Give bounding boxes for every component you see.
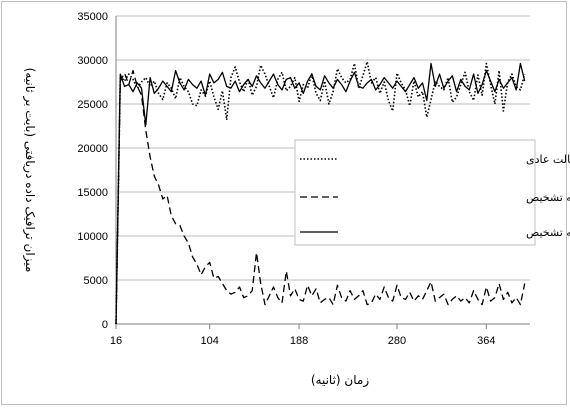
series-lines bbox=[115, 60, 526, 325]
legend-label-3: شبکه تحت حمله در حضور سامانه تشخیص bbox=[526, 226, 570, 239]
y-tick-label: 20000 bbox=[77, 143, 108, 155]
series-line-3 bbox=[115, 62, 526, 325]
x-tick-label: 280 bbox=[388, 335, 406, 347]
x-tick-label: 364 bbox=[477, 335, 495, 347]
y-tick-label: 10000 bbox=[77, 231, 108, 243]
legend-box bbox=[294, 139, 536, 246]
series-line-2 bbox=[115, 69, 526, 325]
legend-label-1: شبکه در حالت عادی bbox=[526, 153, 570, 166]
x-tick-label: 188 bbox=[290, 335, 308, 347]
legend: شبکه در حالت عادی شبکه تحت حمله بدون ساما… bbox=[294, 139, 570, 246]
x-tick-labels: 16 104 188 280 364 bbox=[110, 335, 496, 347]
x-tick-label: 16 bbox=[110, 335, 122, 347]
y-tick-label: 30000 bbox=[77, 55, 108, 67]
y-tick-label: 35000 bbox=[77, 11, 108, 23]
y-tick-label: 0 bbox=[102, 319, 108, 331]
series-line-1 bbox=[115, 60, 526, 325]
y-tick-label: 25000 bbox=[77, 99, 108, 111]
x-tick-label: 104 bbox=[200, 335, 218, 347]
axes bbox=[115, 16, 530, 329]
x-axis-title: زمان (ثانیه) bbox=[311, 373, 369, 388]
y-tick-labels: 0 5000 10000 15000 20000 25000 30000 35000 bbox=[77, 11, 108, 331]
y-tick-label: 15000 bbox=[77, 187, 108, 199]
y-axis-title: میزان ترافیک داده دریافتی (بایت بر ثانیه… bbox=[22, 68, 37, 273]
y-tick-label: 5000 bbox=[84, 275, 108, 287]
legend-label-2: شبکه تحت حمله بدون سامانه تشخیص bbox=[526, 191, 570, 204]
